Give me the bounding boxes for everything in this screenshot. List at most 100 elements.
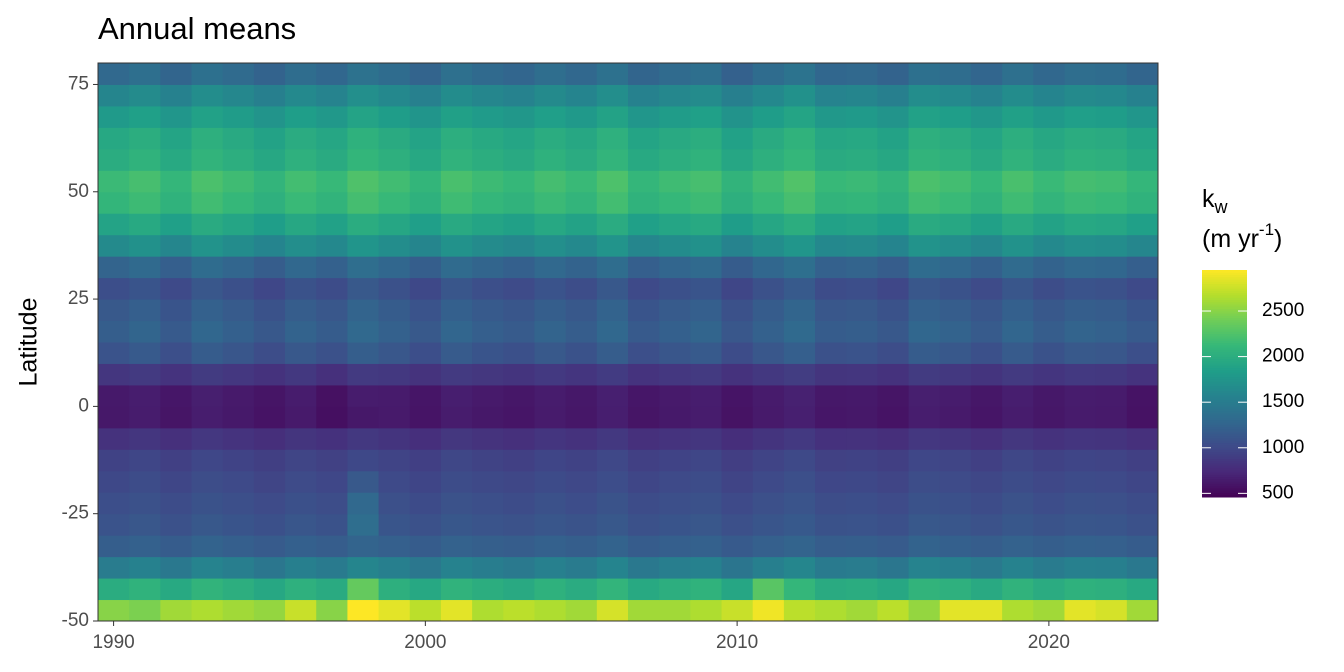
heat-cell (846, 599, 878, 622)
heat-cell (409, 299, 442, 322)
heat-cell (1064, 556, 1097, 579)
heat-cell (503, 127, 535, 150)
colorbar-segment (1202, 456, 1247, 459)
heat-cell (1033, 170, 1065, 193)
heat-cell (846, 427, 878, 450)
heat-cell (1095, 84, 1128, 107)
heat-cell (783, 170, 816, 193)
heat-cell (1033, 320, 1065, 343)
heat-cell (129, 320, 161, 343)
colorbar-segment (1202, 442, 1247, 446)
heat-cell (472, 256, 504, 279)
colorbar-segment (1202, 283, 1247, 287)
colorbar-segment (1202, 453, 1247, 457)
colorbar-segment (1202, 374, 1247, 378)
heat-cell (783, 277, 816, 300)
heat-cell (721, 320, 754, 343)
heat-cell (160, 84, 193, 107)
heat-cell (721, 513, 754, 536)
heat-cell (752, 127, 785, 150)
heat-cell (98, 299, 130, 322)
heat-cell (1095, 256, 1128, 279)
heat-cell (129, 535, 161, 558)
heat-cell (347, 406, 380, 429)
heat-cell (783, 578, 816, 601)
heat-cell (815, 556, 847, 579)
heat-cell (253, 599, 286, 622)
heat-cell (503, 213, 535, 236)
heat-cell (347, 63, 380, 85)
heat-cell (690, 384, 723, 407)
heat-cell (721, 299, 754, 322)
heat-cell (347, 556, 380, 579)
heat-cell (970, 363, 1003, 386)
heat-cell (1126, 342, 1159, 364)
heat-cell (846, 384, 878, 407)
heat-cell (877, 492, 910, 515)
y-tick-label: 50 (68, 181, 89, 202)
heat-cell (596, 299, 629, 322)
heat-cell (222, 213, 255, 236)
heat-cell (628, 492, 660, 515)
heat-cell (129, 148, 161, 171)
heat-cell (877, 427, 910, 450)
heat-cell (596, 513, 629, 536)
heat-cell (690, 84, 723, 107)
heat-cell (783, 599, 816, 622)
heat-cell (1095, 277, 1128, 300)
heat-cell (565, 191, 598, 214)
heat-cell (222, 234, 255, 257)
colorbar-segment (1202, 378, 1247, 382)
heat-cell (378, 299, 411, 322)
heat-cell (783, 299, 816, 322)
colorbar-segment (1202, 383, 1247, 387)
heat-cell (316, 556, 348, 579)
heat-cell (253, 277, 286, 300)
heat-cell (596, 256, 629, 279)
heat-cell (409, 513, 442, 536)
heat-cell (129, 170, 161, 193)
heat-cell (721, 148, 754, 171)
heat-cell (721, 191, 754, 214)
heat-cell (347, 234, 380, 257)
heat-cell (534, 234, 567, 257)
heat-cell (378, 256, 411, 279)
heat-cell (1126, 105, 1159, 128)
heat-cell (970, 342, 1003, 364)
heat-cell (908, 384, 941, 407)
colorbar-segment (1202, 431, 1247, 434)
heat-cell (222, 363, 255, 386)
heat-cell (253, 213, 286, 236)
heat-cell (815, 191, 847, 214)
heat-cell (503, 191, 535, 214)
heat-cell (721, 599, 754, 622)
heat-cell (378, 191, 411, 214)
heat-cell (690, 320, 723, 343)
heat-cell (970, 148, 1003, 171)
heat-cell (378, 342, 411, 364)
heat-cell (877, 213, 910, 236)
heat-cell (222, 170, 255, 193)
heat-cell (285, 384, 317, 407)
heat-cell (877, 170, 910, 193)
heat-cell (690, 535, 723, 558)
heat-cell (409, 599, 442, 622)
heat-cell (129, 191, 161, 214)
heat-cell (191, 105, 224, 128)
heat-cell (347, 191, 380, 214)
heat-cell (98, 170, 130, 193)
heat-cell (503, 148, 535, 171)
heat-cell (1033, 449, 1065, 472)
heat-cell (752, 449, 785, 472)
heat-cell (378, 535, 411, 558)
heat-cell (285, 556, 317, 579)
heat-cell (316, 492, 348, 515)
heat-cell (815, 63, 847, 85)
heat-cell (316, 320, 348, 343)
colorbar-segment (1202, 285, 1247, 289)
heat-cell (596, 234, 629, 257)
heat-cell (472, 148, 504, 171)
heat-cell (1033, 556, 1065, 579)
heat-cell (191, 492, 224, 515)
heat-cell (659, 277, 691, 300)
